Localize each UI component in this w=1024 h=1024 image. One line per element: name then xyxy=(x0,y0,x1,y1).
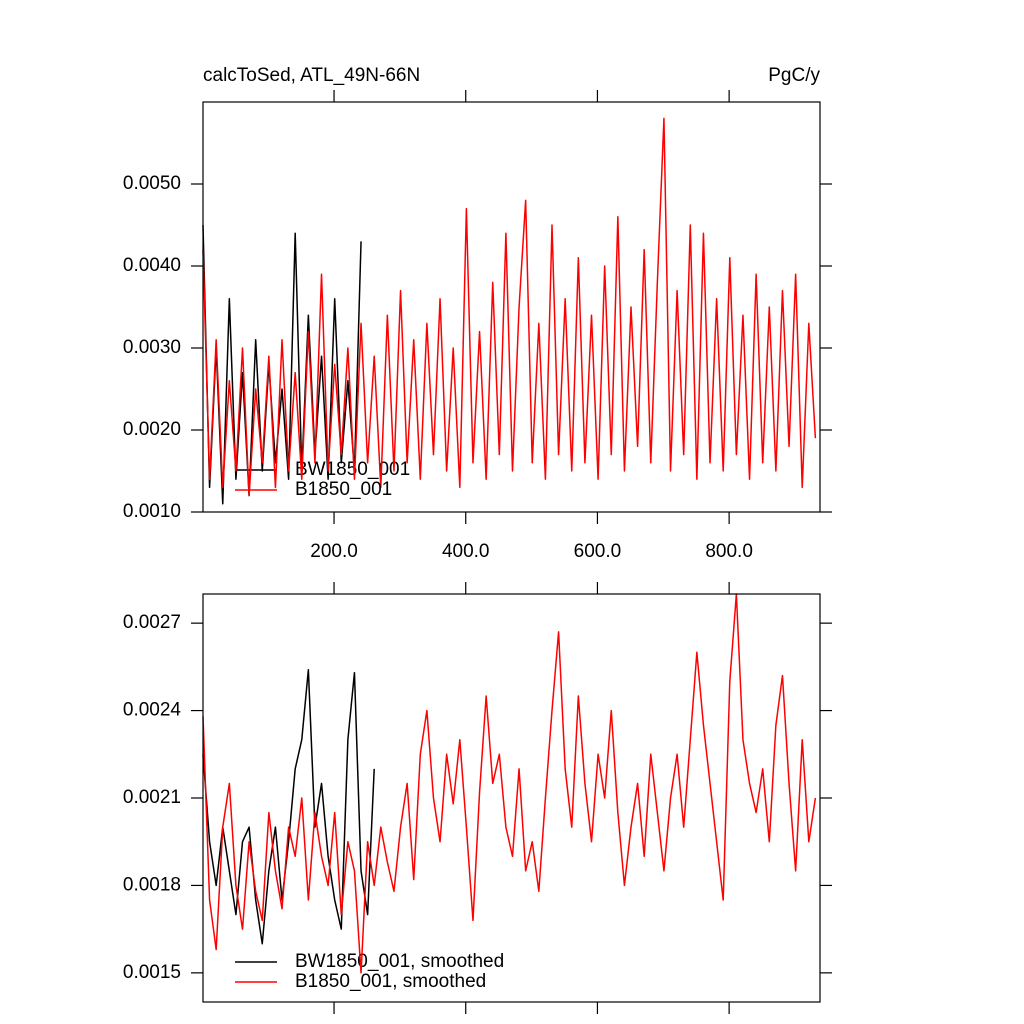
legend-label: B1850_001, smoothed xyxy=(295,971,486,992)
y-tick-label: 0.0050 xyxy=(123,173,181,194)
data-line xyxy=(202,669,375,945)
legend-label: B1850_001 xyxy=(295,479,392,500)
data-line xyxy=(202,593,817,974)
x-tick-label: 800.0 xyxy=(705,541,753,562)
data-line xyxy=(202,224,362,505)
units-label: PgC/y xyxy=(768,65,820,86)
y-tick-label: 0.0040 xyxy=(123,255,181,276)
plot-frame xyxy=(202,101,821,513)
x-tick-label: 400.0 xyxy=(442,541,490,562)
y-tick-label: 0.0015 xyxy=(123,962,181,983)
y-tick-label: 0.0027 xyxy=(123,612,181,633)
y-tick-label: 0.0021 xyxy=(123,787,181,808)
y-tick-label: 0.0018 xyxy=(123,874,181,895)
chart-title: calcToSed, ATL_49N-66N xyxy=(203,65,420,86)
x-tick-label: 600.0 xyxy=(574,541,622,562)
y-tick-label: 0.0010 xyxy=(123,501,181,522)
x-tick-label: 200.0 xyxy=(310,541,358,562)
legend-label: BW1850_001, smoothed xyxy=(295,951,504,972)
y-tick-label: 0.0020 xyxy=(123,419,181,440)
data-line xyxy=(202,117,817,497)
y-tick-label: 0.0024 xyxy=(123,700,182,721)
y-tick-label: 0.0030 xyxy=(123,337,181,358)
plot-frame xyxy=(202,593,821,1003)
